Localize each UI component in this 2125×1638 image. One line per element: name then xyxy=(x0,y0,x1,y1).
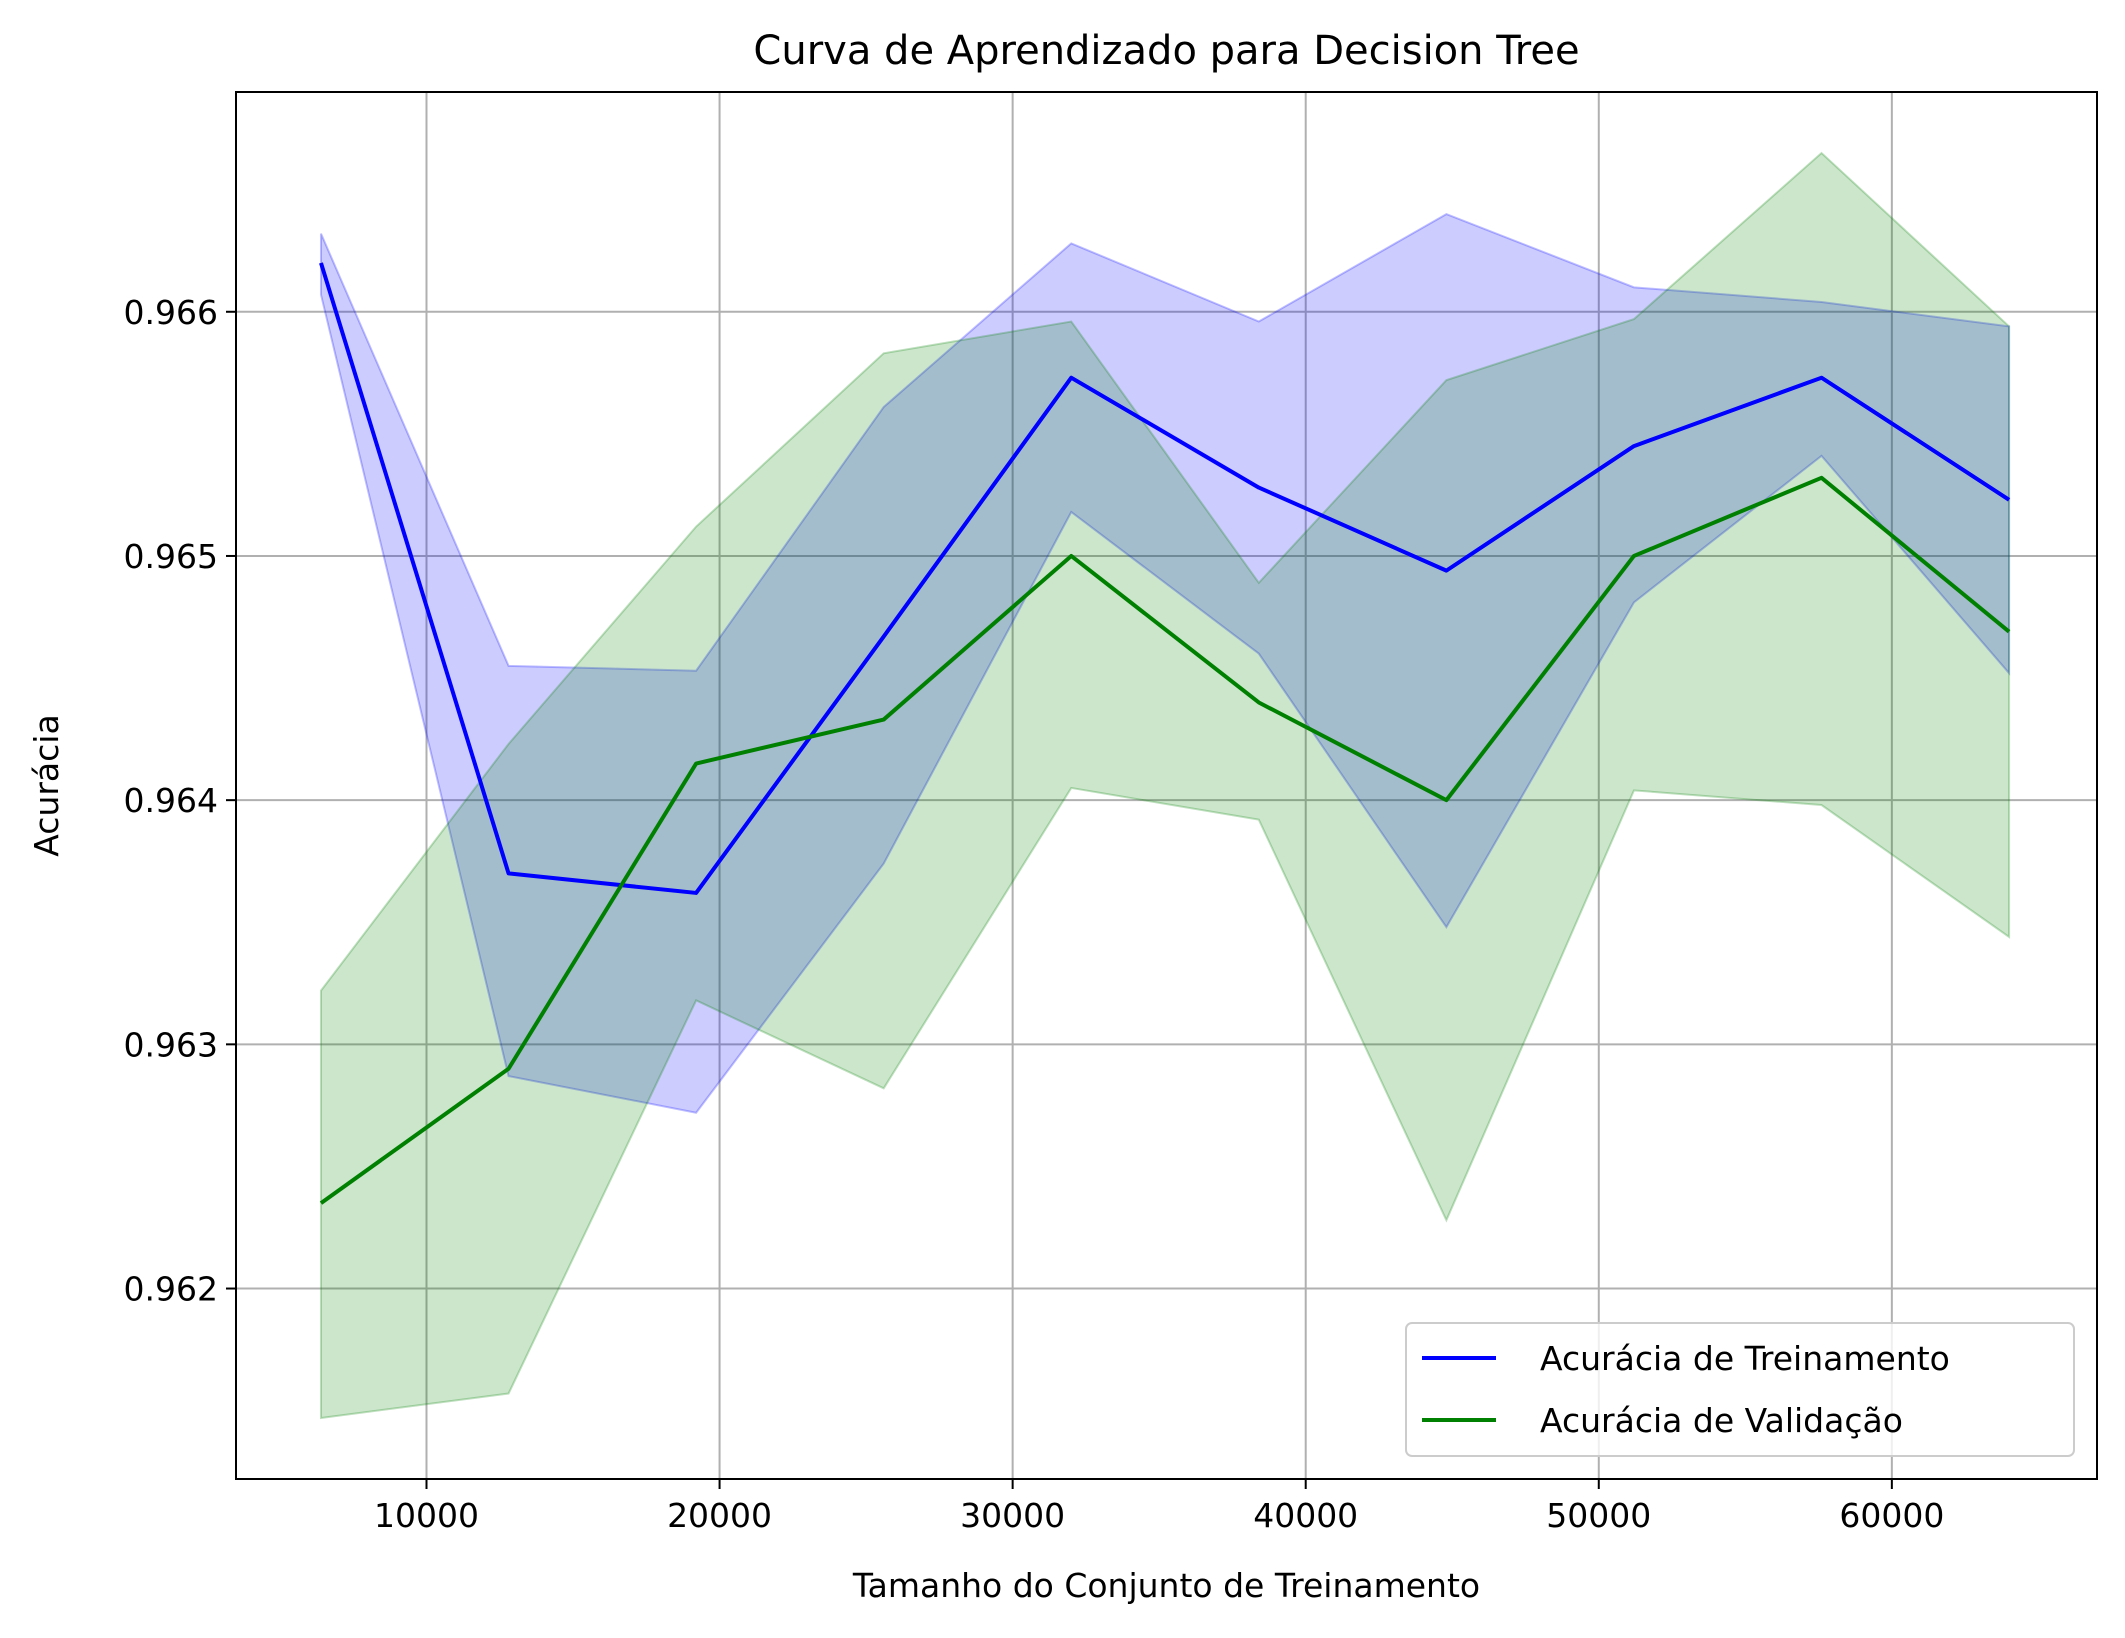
x-tick-label: 40000 xyxy=(1253,1496,1358,1535)
y-tick-label: 0.963 xyxy=(124,1025,218,1064)
legend-label-training: Acurácia de Treinamento xyxy=(1540,1339,1950,1378)
legend: Acurácia de Treinamento Acurácia de Vali… xyxy=(1405,1322,2075,1457)
y-tick-label: 0.964 xyxy=(124,781,218,820)
confidence-band-validation xyxy=(319,151,2011,1420)
x-tick-label: 10000 xyxy=(374,1496,479,1535)
x-tick-label: 30000 xyxy=(960,1496,1065,1535)
x-axis-ticks: 10000 20000 30000 40000 50000 60000 xyxy=(374,1479,1944,1535)
y-axis-label: Acurácia xyxy=(27,714,66,856)
series-line-training xyxy=(319,262,2011,895)
x-tick-label: 60000 xyxy=(1839,1496,1944,1535)
series-line-validation xyxy=(319,475,2011,1205)
y-tick-label: 0.966 xyxy=(124,293,218,332)
x-axis-label: Tamanho do Conjunto de Treinamento xyxy=(852,1566,1480,1605)
confidence-bands xyxy=(319,151,2011,1420)
plot-area-frame xyxy=(235,91,2098,1480)
y-tick-label: 0.965 xyxy=(124,537,218,576)
x-tick-label: 50000 xyxy=(1546,1496,1651,1535)
grid-lines xyxy=(236,92,2097,1479)
x-tick-label: 20000 xyxy=(667,1496,772,1535)
y-axis-ticks: 0.962 0.963 0.964 0.965 0.966 xyxy=(124,293,236,1309)
confidence-band-training xyxy=(319,212,2011,1114)
legend-label-validation: Acurácia de Validação xyxy=(1540,1401,1903,1440)
y-tick-label: 0.962 xyxy=(124,1270,218,1309)
series-lines xyxy=(319,262,2011,1205)
chart-title: Curva de Aprendizado para Decision Tree xyxy=(753,28,1579,74)
legend-box xyxy=(1405,1322,2075,1457)
